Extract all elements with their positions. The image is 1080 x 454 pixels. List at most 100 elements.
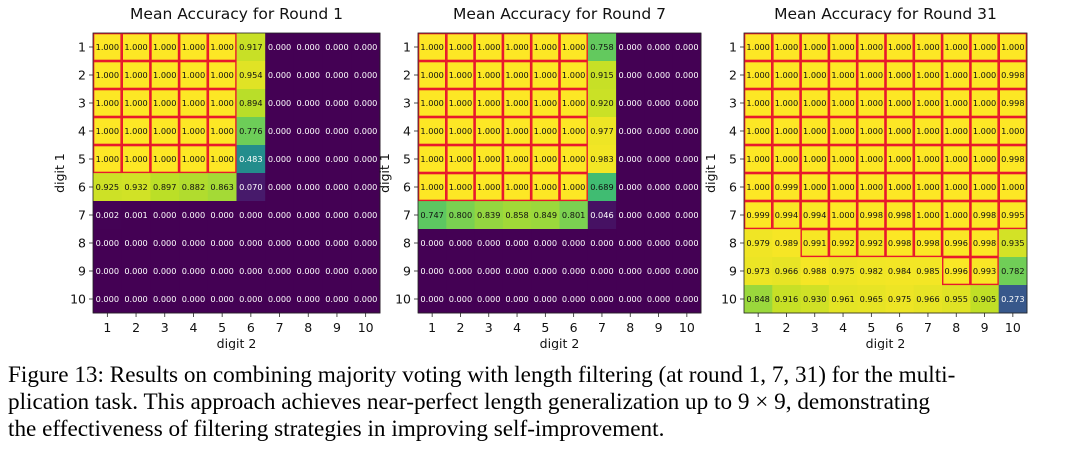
x-tick-label: 8 <box>304 320 312 335</box>
cell-value-label: 1.000 <box>210 154 233 164</box>
cell-value-label: 1.000 <box>505 42 528 52</box>
heatmap-cell <box>502 229 532 258</box>
heatmap-cell <box>418 201 447 230</box>
heatmap-cell <box>93 229 123 258</box>
chart-title: Mean Accuracy for Round 31 <box>774 5 997 23</box>
y-tick-label: 7 <box>729 208 737 223</box>
heatmap-cell <box>502 33 532 62</box>
cell-value-label: 0.998 <box>1001 154 1024 164</box>
cell-value-label: 0.993 <box>973 266 996 276</box>
heatmap-cell <box>446 201 475 230</box>
highlight-border <box>885 88 914 118</box>
highlight-border <box>942 32 971 62</box>
highlight-border <box>743 116 773 146</box>
heatmap-cell <box>236 61 266 90</box>
cell-value-label: 1.000 <box>420 98 443 108</box>
cell-value-label: 0.000 <box>505 238 528 248</box>
heatmap-cell <box>179 285 209 314</box>
heatmap-cell <box>150 173 180 202</box>
highlight-border <box>417 116 447 146</box>
cell-value-label: 0.000 <box>268 98 291 108</box>
heatmap-cell <box>351 145 381 174</box>
cell-value-label: 0.998 <box>888 210 911 220</box>
heatmap-cell <box>265 257 295 286</box>
heatmap-cell <box>828 257 858 286</box>
cell-value-label: 0.920 <box>590 98 613 108</box>
highlight-border <box>531 116 560 146</box>
caption-line-3: the effectiveness of filtering strategie… <box>8 416 665 442</box>
cell-value-label: 0.966 <box>775 266 798 276</box>
heatmap-cell <box>93 173 123 202</box>
heatmap-cell <box>559 117 589 146</box>
x-axis-label: digit 2 <box>217 336 257 350</box>
heatmap-cell <box>179 257 209 286</box>
highlight-border <box>970 228 999 258</box>
heatmap-cell <box>150 61 180 90</box>
x-axis-label: digit 2 <box>540 336 580 350</box>
highlight-border <box>417 144 447 174</box>
cell-value-label: 0.000 <box>562 238 585 248</box>
heatmap-cell <box>970 145 1000 174</box>
heatmap-cell <box>885 173 915 202</box>
heatmap-cell <box>293 145 323 174</box>
cell-value-label: 1.000 <box>96 154 119 164</box>
heatmap-cell <box>587 257 617 286</box>
cell-value-label: 0.000 <box>590 294 613 304</box>
heatmap-cell <box>616 229 645 258</box>
highlight-border <box>417 172 447 202</box>
heatmap-cell <box>998 285 1028 314</box>
heatmap-cell <box>800 257 830 286</box>
cell-value-label: 0.000 <box>153 238 176 248</box>
highlight-border <box>828 200 858 230</box>
highlight-border <box>942 172 971 202</box>
cell-value-label: 0.000 <box>354 210 377 220</box>
heatmap-cell <box>857 61 886 90</box>
cell-value-label: 0.000 <box>562 294 585 304</box>
heatmap-cell <box>502 89 532 118</box>
heatmap-cell <box>418 145 447 174</box>
heatmap-cell <box>772 201 801 230</box>
cell-value-label: 0.273 <box>1001 294 1024 304</box>
cell-value-label: 1.000 <box>775 126 798 136</box>
highlight-border <box>913 32 943 62</box>
highlight-border <box>178 32 208 62</box>
heatmap-cell <box>446 33 475 62</box>
cell-value-label: 0.000 <box>297 210 320 220</box>
highlight-border <box>970 200 999 230</box>
heatmap-cell <box>150 201 180 230</box>
heatmap-cell <box>322 173 352 202</box>
cell-value-label: 0.000 <box>590 238 613 248</box>
highlight-border <box>772 60 801 90</box>
heatmap-cell <box>800 285 830 314</box>
highlight-border <box>913 88 943 118</box>
cell-value-label: 0.000 <box>297 182 320 192</box>
cell-value-label: 0.000 <box>619 42 642 52</box>
cell-value-label: 0.905 <box>973 294 996 304</box>
highlight-border <box>502 88 532 118</box>
cell-value-label: 0.000 <box>647 70 670 80</box>
cell-value-label: 0.000 <box>534 266 557 276</box>
heatmap-cell <box>772 229 801 258</box>
heatmap-cell <box>616 33 645 62</box>
heatmap-cell <box>998 117 1028 146</box>
heatmap-cell <box>857 33 886 62</box>
y-tick-label: 6 <box>729 180 737 195</box>
x-tick-label: 1 <box>103 320 111 335</box>
highlight-border <box>998 200 1028 230</box>
cell-value-label: 0.000 <box>182 210 205 220</box>
highlight-border <box>178 88 208 118</box>
cell-value-label: 1.000 <box>1001 42 1024 52</box>
heatmap-cell <box>207 229 237 258</box>
heatmap-cell <box>93 145 123 174</box>
heatmap-cell <box>587 89 617 118</box>
heatmap-cell <box>531 89 560 118</box>
y-tick-label: 3 <box>729 96 737 111</box>
cell-value-label: 1.000 <box>860 42 883 52</box>
cell-value-label: 1.000 <box>124 154 147 164</box>
cell-value-label: 1.000 <box>153 42 176 52</box>
y-tick-label: 10 <box>70 292 86 307</box>
heatmap-cell <box>857 117 886 146</box>
cell-value-label: 1.000 <box>973 70 996 80</box>
cell-value-label: 1.000 <box>124 42 147 52</box>
cell-value-label: 0.992 <box>860 238 883 248</box>
